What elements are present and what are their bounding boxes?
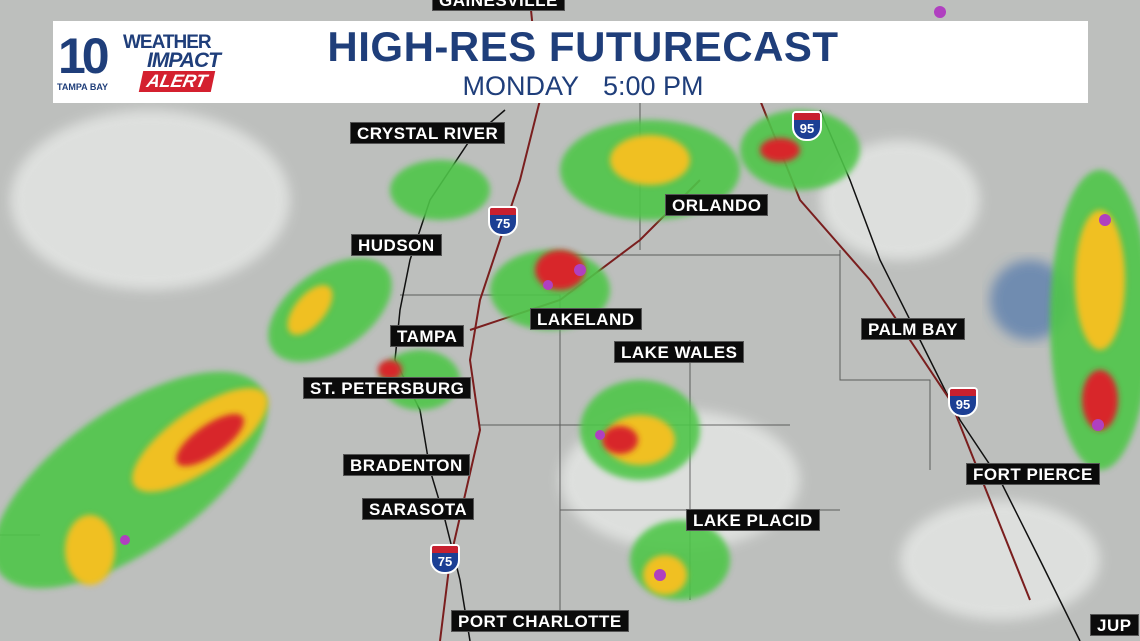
city-label-st-petersburg: ST. PETERSBURG <box>303 377 472 399</box>
radar-purple <box>120 6 1111 581</box>
logo-weather: WEATHER <box>123 32 212 53</box>
logo-station: TAMPA BAY <box>57 82 109 92</box>
radar-yellow <box>65 135 1125 595</box>
interstate-95-shield: 95 <box>792 111 822 141</box>
city-label-jupiter: JUP <box>1090 614 1139 636</box>
interstate-95-shield: 95 <box>948 387 978 417</box>
logo-impact: IMPACT <box>147 49 221 72</box>
city-label-fort-pierce: FORT PIERCE <box>966 463 1100 485</box>
city-label-lakeland: LAKELAND <box>530 308 642 330</box>
city-label-lake-wales: LAKE WALES <box>614 341 745 363</box>
city-label-hudson: HUDSON <box>351 234 442 256</box>
logo-number: 10 <box>58 28 110 84</box>
city-label-crystal-river: CRYSTAL RIVER <box>350 122 506 144</box>
city-label-orlando: ORLANDO <box>665 194 769 216</box>
city-label-palm-bay: PALM BAY <box>861 318 965 340</box>
city-label-sarasota: SARASOTA <box>362 498 475 520</box>
city-label-lake-placid: LAKE PLACID <box>686 509 820 531</box>
interstate-75-shield: 75 <box>488 206 518 236</box>
city-label-tampa: TAMPA <box>390 325 465 347</box>
city-label-gainesville: GAINESVILLE <box>432 0 565 11</box>
logo-alert: ALERT <box>138 71 215 92</box>
page-title: HIGH-RES FUTURECAST <box>327 23 839 70</box>
forecast-time: MONDAY 5:00 PM <box>303 71 863 102</box>
radar-red <box>176 138 1118 467</box>
forecast-hour: 5:00 PM <box>602 71 704 101</box>
forecast-day: MONDAY <box>462 71 579 101</box>
title-banner: 10 TAMPA BAY WEATHER IMPACT ALERT HIGH-R… <box>53 21 1088 103</box>
city-label-bradenton: BRADENTON <box>343 454 470 476</box>
city-label-port-charlotte: PORT CHARLOTTE <box>451 610 629 632</box>
interstate-75-shield: 75 <box>430 544 460 574</box>
